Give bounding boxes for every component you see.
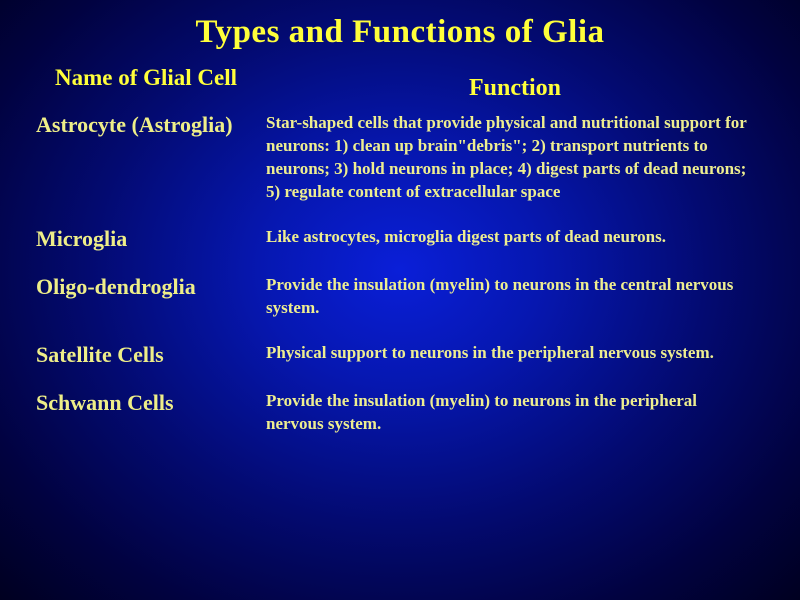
- table-header-row: Name of Glial Cell Function: [36, 65, 764, 102]
- table-row: Astrocyte (Astroglia) Star-shaped cells …: [36, 112, 764, 204]
- cell-function: Like astrocytes, microglia digest parts …: [266, 226, 764, 252]
- cell-function: Provide the insulation (myelin) to neuro…: [266, 390, 764, 436]
- cell-function: Provide the insulation (myelin) to neuro…: [266, 274, 764, 320]
- slide: Types and Functions of Glia Name of Glia…: [0, 0, 800, 600]
- table-row: Satellite Cells Physical support to neur…: [36, 342, 764, 368]
- cell-name: Schwann Cells: [36, 390, 266, 436]
- table-row: Schwann Cells Provide the insulation (my…: [36, 390, 764, 436]
- cell-name: Oligo-dendroglia: [36, 274, 266, 320]
- table-row: Oligo-dendroglia Provide the insulation …: [36, 274, 764, 320]
- glia-table: Name of Glial Cell Function Astrocyte (A…: [36, 65, 764, 436]
- slide-title: Types and Functions of Glia: [36, 14, 764, 51]
- cell-function: Physical support to neurons in the perip…: [266, 342, 764, 368]
- cell-name: Satellite Cells: [36, 342, 266, 368]
- column-header-name: Name of Glial Cell: [36, 65, 266, 102]
- cell-name: Microglia: [36, 226, 266, 252]
- cell-name: Astrocyte (Astroglia): [36, 112, 266, 204]
- column-header-function: Function: [266, 65, 764, 102]
- table-row: Microglia Like astrocytes, microglia dig…: [36, 226, 764, 252]
- cell-function: Star-shaped cells that provide physical …: [266, 112, 764, 204]
